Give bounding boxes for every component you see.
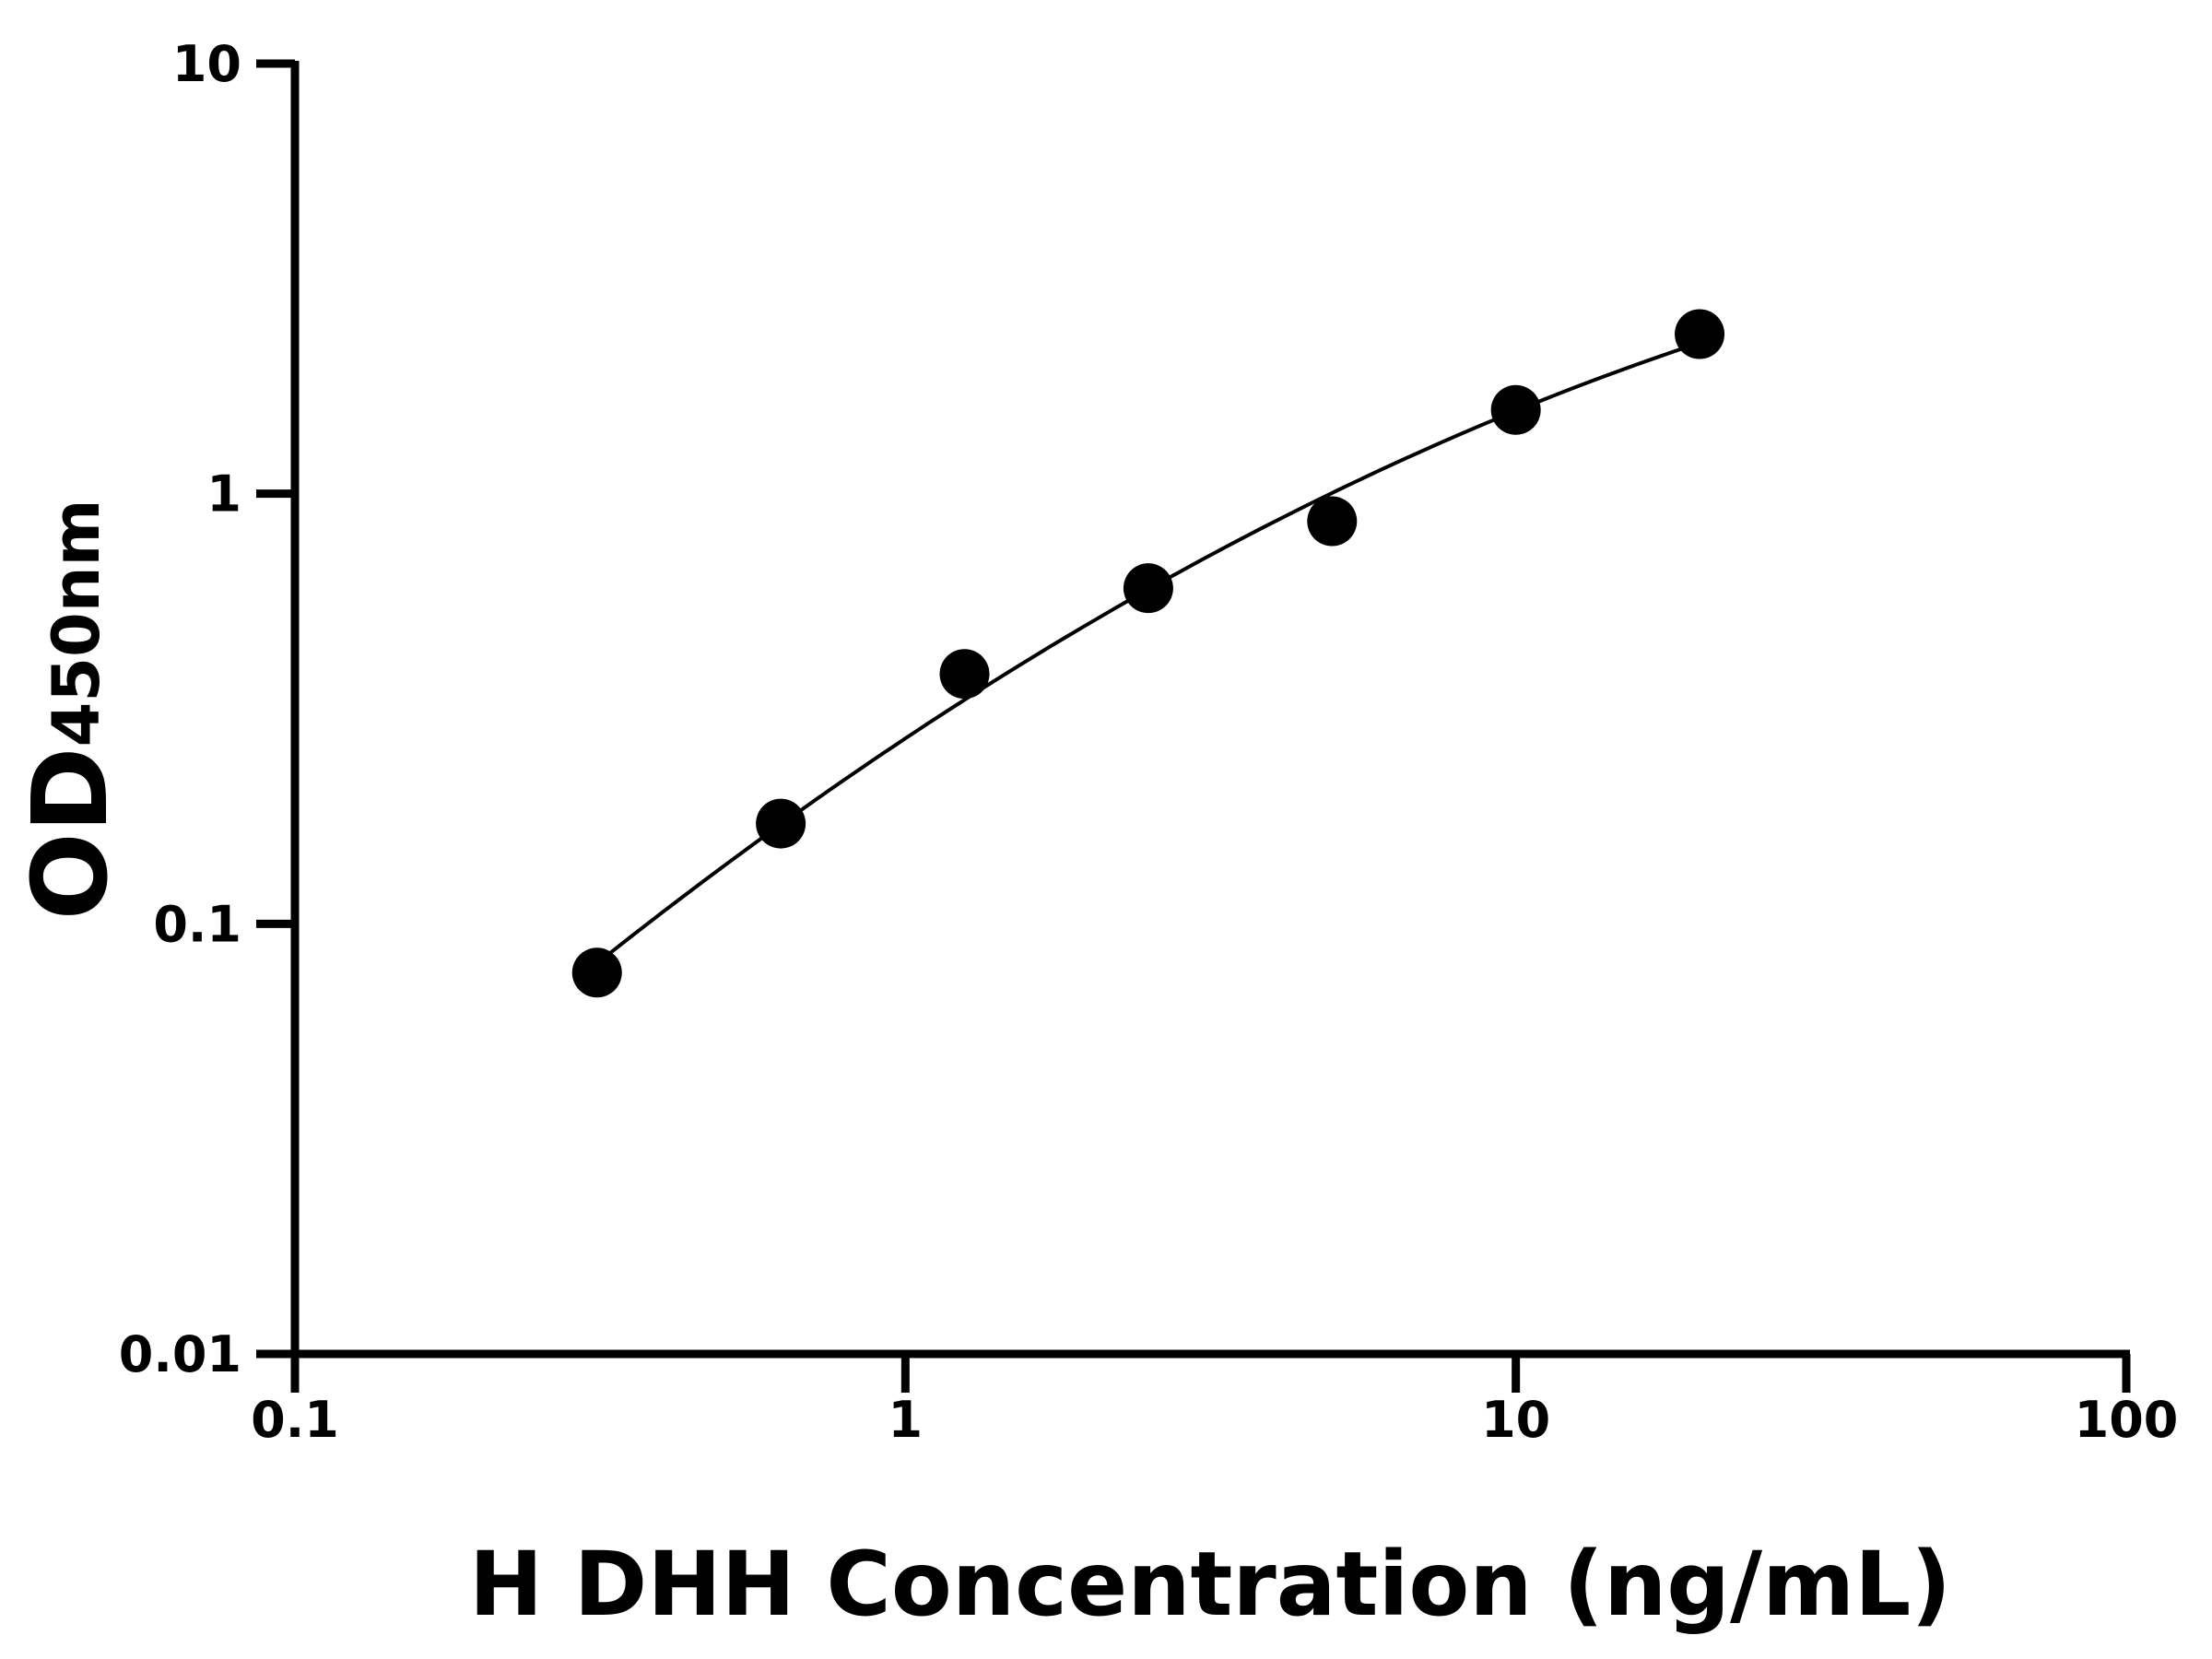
data-point	[1490, 384, 1541, 435]
axes	[256, 59, 2131, 1393]
x-tick-label: 10	[1481, 1391, 1550, 1449]
data-point	[756, 798, 806, 849]
data-points	[571, 309, 1725, 998]
y-tick-label: 1	[206, 465, 241, 524]
data-point	[1123, 563, 1173, 614]
y-tick-label: 10	[172, 35, 241, 93]
y-tick-label: 0.1	[153, 895, 241, 953]
y-axis-label: OD450nm	[11, 499, 131, 920]
fit-curve	[595, 341, 1700, 965]
x-tick-label: 100	[2075, 1391, 2179, 1449]
data-point	[939, 649, 990, 700]
data-point	[571, 947, 622, 998]
x-axis-label: H DHH Concentration (ng/mL)	[469, 1533, 1951, 1636]
y-axis-label-subscript: 450nm	[39, 499, 114, 747]
x-tick-label: 0.1	[251, 1391, 339, 1449]
data-point	[1675, 309, 1725, 359]
y-axis-label-main: OD	[11, 747, 131, 920]
data-point	[1307, 496, 1358, 547]
y-tick-label: 0.01	[119, 1325, 241, 1383]
x-tick-label: 1	[888, 1391, 924, 1449]
